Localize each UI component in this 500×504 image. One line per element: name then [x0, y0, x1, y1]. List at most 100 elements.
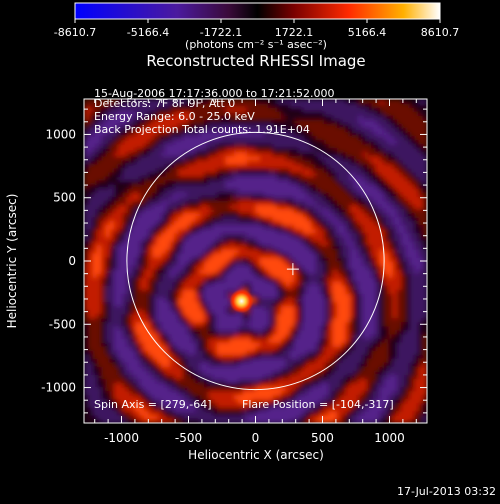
heatmap-cell [88, 350, 93, 355]
heatmap-cell [251, 200, 256, 205]
heatmap-cell [341, 261, 346, 266]
heatmap-cell [243, 261, 248, 266]
heatmap-cell [183, 358, 188, 363]
heatmap-cell [195, 192, 200, 197]
heatmap-cell [191, 302, 196, 307]
heatmap-cell [88, 233, 93, 238]
heatmap-cell [273, 144, 278, 149]
heatmap-cell [307, 350, 312, 355]
heatmap-cell [234, 374, 239, 379]
heatmap-cell [183, 196, 188, 201]
heatmap-cell [84, 407, 89, 412]
heatmap-cell [187, 326, 192, 331]
heatmap-cell [157, 326, 162, 331]
heatmap-cell [303, 245, 308, 250]
heatmap-cell [178, 140, 183, 145]
heatmap-cell [131, 289, 136, 294]
heatmap-cell [316, 374, 321, 379]
heatmap-cell [281, 297, 286, 302]
heatmap-cell [118, 338, 123, 343]
heatmap-cell [183, 200, 188, 205]
heatmap-cell [316, 358, 321, 363]
heatmap-cell [153, 204, 158, 209]
heatmap-cell [191, 334, 196, 339]
heatmap-cell [84, 225, 89, 230]
heatmap-cell [200, 160, 205, 165]
heatmap-cell [204, 184, 209, 189]
heatmap-cell [238, 383, 243, 388]
heatmap-cell [93, 140, 98, 145]
heatmap-cell [105, 346, 110, 351]
heatmap-cell [324, 257, 329, 262]
heatmap-cell [165, 144, 170, 149]
heatmap-cell [191, 212, 196, 217]
heatmap-cell [311, 391, 316, 396]
heatmap-cell [286, 285, 291, 290]
heatmap-cell [286, 366, 291, 371]
heatmap-cell [333, 107, 338, 112]
heatmap-cell [294, 152, 299, 157]
heatmap-cell [298, 103, 303, 108]
heatmap-cell [311, 253, 316, 258]
heatmap-cell [170, 184, 175, 189]
heatmap-cell [234, 135, 239, 140]
heatmap-cell [105, 411, 110, 416]
heatmap-cell [294, 314, 299, 319]
heatmap-cell [316, 346, 321, 351]
heatmap-cell [320, 221, 325, 226]
heatmap-cell [268, 188, 273, 193]
heatmap-cell [273, 245, 278, 250]
heatmap-cell [311, 111, 316, 116]
heatmap-cell [97, 302, 102, 307]
heatmap-cell [183, 156, 188, 161]
heatmap-cell [260, 237, 265, 242]
heatmap-cell [316, 107, 321, 112]
heatmap-cell [114, 148, 119, 153]
heatmap-cell [303, 241, 308, 246]
heatmap-cell [110, 378, 115, 383]
heatmap-cell [294, 245, 299, 250]
heatmap-cell [174, 269, 179, 274]
heatmap-cell [260, 297, 265, 302]
heatmap-cell [337, 216, 342, 221]
heatmap-cell [256, 168, 261, 173]
heatmap-cell [333, 346, 338, 351]
heatmap-cell [204, 273, 209, 278]
heatmap-cell [324, 140, 329, 145]
heatmap-cell [105, 233, 110, 238]
heatmap-cell [165, 156, 170, 161]
heatmap-cell [234, 407, 239, 412]
heatmap-cell [311, 241, 316, 246]
heatmap-cell [144, 225, 149, 230]
heatmap-cell [217, 237, 222, 242]
heatmap-cell [346, 265, 351, 270]
heatmap-cell [208, 374, 213, 379]
heatmap-cell [337, 200, 342, 205]
heatmap-cell [101, 285, 106, 290]
heatmap-cell [333, 241, 338, 246]
heatmap-cell [247, 269, 252, 274]
heatmap-cell [294, 111, 299, 116]
heatmap-cell [148, 233, 153, 238]
heatmap-cell [127, 144, 132, 149]
heatmap-cell [187, 188, 192, 193]
heatmap-cell [303, 269, 308, 274]
heatmap-cell [294, 180, 299, 185]
heatmap-cell [333, 391, 338, 396]
heatmap-cell [303, 160, 308, 165]
heatmap-cell [316, 334, 321, 339]
heatmap-cell [174, 330, 179, 335]
heatmap-cell [238, 208, 243, 213]
heatmap-cell [238, 196, 243, 201]
heatmap-cell [187, 229, 192, 234]
heatmap-cell [127, 164, 132, 169]
heatmap-cell [140, 289, 145, 294]
heatmap-cell [140, 350, 145, 355]
heatmap-cell [286, 164, 291, 169]
heatmap-cell [268, 257, 273, 262]
heatmap-cell [247, 354, 252, 359]
heatmap-cell [298, 225, 303, 230]
heatmap-cell [273, 370, 278, 375]
heatmap-cell [174, 148, 179, 153]
heatmap-cell [88, 342, 93, 347]
